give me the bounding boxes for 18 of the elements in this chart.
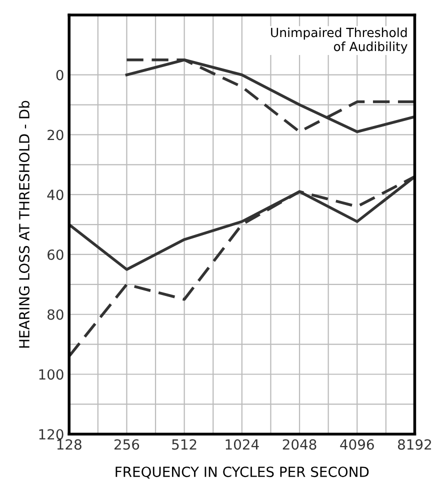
y-tick-label: 120 [39,429,64,440]
line-series [125,58,415,134]
x-tick-label: 256 [114,439,140,450]
y-tick-label: 80 [48,309,64,320]
x-tick-label: 2048 [282,439,316,450]
y-tick-label: 100 [39,369,64,380]
x-tick-label: 8192 [398,439,431,450]
x-tick-label: 512 [172,439,196,450]
annotation: Unimpaired Threshold of Audibility [271,28,408,54]
x-tick-label: 1024 [226,439,259,450]
x-tick-label: 4096 [340,439,374,450]
x-axis-title: FREQUENCY IN CYCLES PER SECOND [116,466,369,479]
y-axis-title: HEARING LOSS AT THRESHOLD - Db [18,100,30,348]
y-tick-label: 0 [56,70,64,80]
y-tick-label: 20 [48,130,64,140]
y-tick-label: 60 [48,249,64,260]
x-tick-label: 128 [57,439,82,450]
y-tick-label: 40 [47,190,64,200]
